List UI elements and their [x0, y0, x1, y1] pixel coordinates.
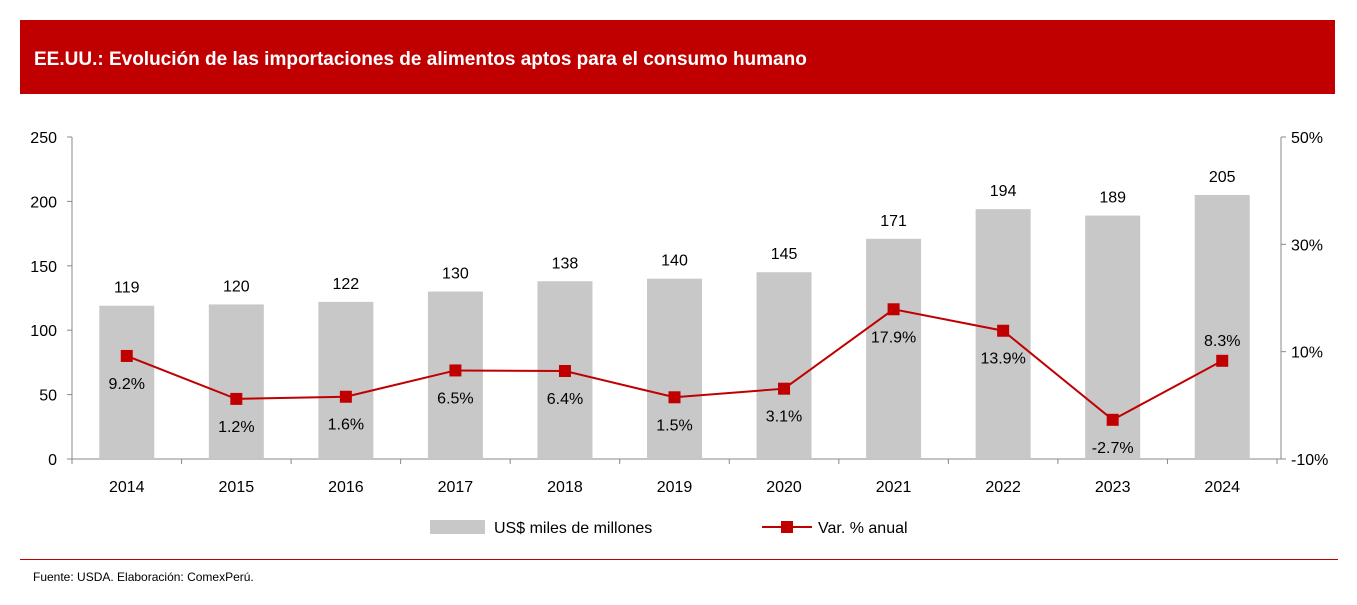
- line-marker: [120, 349, 133, 362]
- line-marker: [887, 303, 900, 316]
- bar-value-label: 122: [333, 276, 360, 293]
- line-value-label: 6.5%: [437, 390, 473, 407]
- line-value-label: -2.7%: [1092, 440, 1134, 457]
- bar: [99, 305, 155, 459]
- line-marker: [1106, 413, 1119, 426]
- x-tick-label: 2020: [766, 479, 802, 496]
- bar-value-label: 130: [442, 266, 469, 283]
- x-tick-label: 2016: [328, 479, 364, 496]
- line-value-label: 3.1%: [766, 409, 802, 426]
- source-note: Fuente: USDA. Elaboración: ComexPerú.: [33, 570, 254, 584]
- line-marker: [668, 391, 681, 404]
- bar: [647, 278, 702, 459]
- bar: [208, 304, 264, 459]
- left-tick-label: 150: [30, 259, 57, 276]
- right-tick-label: 10%: [1291, 345, 1323, 362]
- bar: [1194, 194, 1250, 459]
- x-tick-label: 2018: [547, 479, 583, 496]
- bar: [756, 272, 812, 459]
- line-value-label: 17.9%: [871, 329, 916, 346]
- bar-value-label: 119: [114, 280, 140, 297]
- left-tick-label: 50: [39, 388, 57, 405]
- legend-line-label: Var. % anual: [818, 520, 908, 537]
- bar: [866, 238, 922, 459]
- line-value-label: 13.9%: [980, 351, 1025, 368]
- x-tick-label: 2015: [219, 479, 255, 496]
- line-marker: [449, 364, 462, 377]
- bar-value-label: 120: [223, 278, 250, 295]
- right-tick-label: 30%: [1291, 237, 1323, 254]
- legend-bar-swatch: [430, 520, 485, 534]
- line-value-label: 8.3%: [1204, 333, 1240, 350]
- x-tick-label: 2014: [109, 479, 145, 496]
- line-marker: [339, 390, 352, 403]
- x-tick-label: 2024: [1204, 479, 1240, 496]
- x-tick-label: 2019: [657, 479, 693, 496]
- left-tick-label: 250: [30, 130, 57, 147]
- bar-value-label: 194: [990, 183, 1017, 200]
- legend-line-marker: [781, 521, 793, 533]
- right-tick-label: -10%: [1291, 452, 1328, 469]
- x-tick-label: 2022: [985, 479, 1021, 496]
- bar-value-label: 145: [771, 246, 798, 263]
- left-tick-label: 0: [48, 452, 57, 469]
- line-value-label: 6.4%: [547, 391, 583, 408]
- line-marker: [230, 392, 243, 405]
- line-marker: [997, 324, 1010, 337]
- line-value-label: 1.6%: [328, 417, 364, 434]
- line-marker: [558, 364, 571, 377]
- line-value-label: 1.2%: [218, 419, 254, 436]
- footer-divider: [20, 559, 1338, 560]
- right-tick-label: 50%: [1291, 130, 1323, 147]
- bar-value-label: 171: [880, 213, 907, 230]
- legend-bar-label: US$ miles de millones: [494, 520, 652, 537]
- left-tick-label: 200: [30, 194, 57, 211]
- bar-value-label: 138: [552, 255, 579, 272]
- title-bar: EE.UU.: Evolución de las importaciones d…: [20, 20, 1335, 94]
- bar-value-label: 205: [1209, 169, 1236, 186]
- line-value-label: 1.5%: [656, 417, 692, 434]
- bar: [318, 301, 374, 459]
- bar-value-label: 189: [1099, 190, 1126, 207]
- x-tick-label: 2021: [876, 479, 912, 496]
- line-marker: [1216, 354, 1229, 367]
- left-tick-label: 100: [30, 323, 57, 340]
- bar-value-label: 140: [661, 253, 688, 270]
- line-value-label: 9.2%: [109, 376, 145, 393]
- line-marker: [778, 382, 791, 395]
- x-tick-label: 2017: [438, 479, 474, 496]
- x-tick-label: 2023: [1095, 479, 1131, 496]
- chart-title: EE.UU.: Evolución de las importaciones d…: [34, 49, 807, 70]
